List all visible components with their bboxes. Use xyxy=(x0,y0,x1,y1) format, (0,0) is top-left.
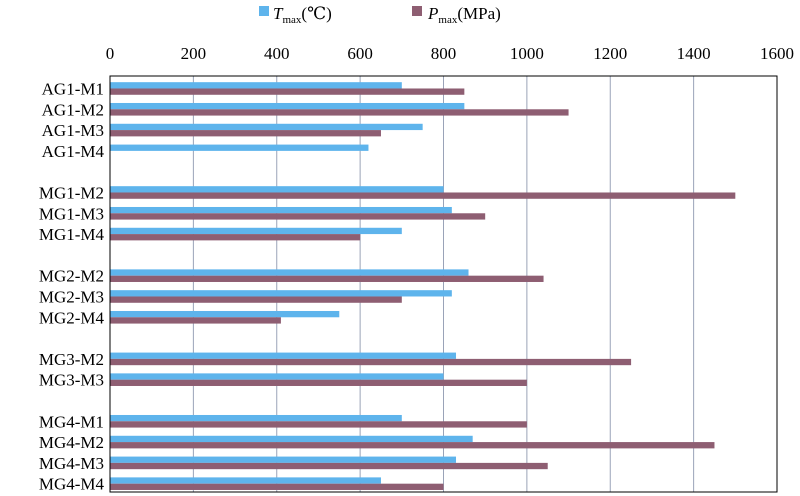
legend-label-p-max: Pmax(MPa) xyxy=(427,4,501,26)
legend: Tmax(℃) Pmax(MPa) xyxy=(259,4,501,26)
category-label: MG4-M1 xyxy=(39,412,104,431)
category-label: MG4-M4 xyxy=(39,475,105,494)
category-label: MG3-M2 xyxy=(39,350,104,369)
bar-t-max xyxy=(110,144,369,151)
bar-p-max xyxy=(110,442,715,449)
bar-t-max xyxy=(110,456,457,463)
bar-p-max xyxy=(110,317,281,324)
category-label: MG4-M3 xyxy=(39,454,104,473)
category-label: MG2-M3 xyxy=(39,287,104,306)
bar-t-max xyxy=(110,82,402,89)
bar-p-max xyxy=(110,88,465,95)
legend-label-t-max: Tmax(℃) xyxy=(273,4,332,26)
x-tick-label: 1400 xyxy=(677,44,711,63)
category-label: AG1-M3 xyxy=(42,121,104,140)
category-label: MG3-M3 xyxy=(39,371,104,390)
x-tick-label: 200 xyxy=(181,44,207,63)
category-label: AG1-M1 xyxy=(42,79,104,98)
bar-p-max xyxy=(110,234,361,241)
bar-t-max xyxy=(110,227,402,235)
bar-t-max xyxy=(110,352,457,359)
bar-p-max xyxy=(110,358,632,366)
bar-t-max xyxy=(110,435,473,443)
bar-t-max xyxy=(110,123,423,131)
bar-t-max xyxy=(110,373,444,380)
bar-p-max xyxy=(110,462,548,470)
bar-p-max xyxy=(110,213,486,220)
bars xyxy=(110,82,736,490)
legend-swatch-p-max xyxy=(412,6,422,16)
bar-p-max xyxy=(110,192,736,199)
category-label: MG2-M2 xyxy=(39,267,104,286)
category-label: AG1-M4 xyxy=(42,142,105,161)
bar-p-max xyxy=(110,421,527,428)
bar-p-max xyxy=(110,275,544,282)
bar-t-max xyxy=(110,414,402,422)
bar-t-max xyxy=(110,290,452,297)
bar-t-max xyxy=(110,102,465,110)
bar-p-max xyxy=(110,109,569,116)
x-tick-label: 800 xyxy=(431,44,457,63)
category-label: MG1-M4 xyxy=(39,225,105,244)
x-tick-label: 0 xyxy=(106,44,115,63)
bar-t-max xyxy=(110,206,452,214)
legend-swatch-t-max xyxy=(259,6,269,16)
x-tick-label: 1600 xyxy=(760,44,794,63)
x-tick-label: 1000 xyxy=(510,44,544,63)
category-label: MG4-M2 xyxy=(39,433,104,452)
bar-t-max xyxy=(110,186,444,193)
plot-frame xyxy=(109,75,778,493)
x-axis-tick-labels: 0 200 400 600 800 1000 1200 1400 1600 xyxy=(106,44,794,63)
bar-t-max xyxy=(110,477,381,484)
bar-t-max xyxy=(110,269,469,276)
x-tick-label: 1200 xyxy=(593,44,627,63)
bar-p-max xyxy=(110,379,527,386)
bar-p-max xyxy=(110,296,402,303)
bar-t-max xyxy=(110,310,340,318)
category-label: AG1-M2 xyxy=(42,100,104,119)
category-label: MG1-M2 xyxy=(39,183,104,202)
gridlines xyxy=(192,76,695,492)
bar-p-max xyxy=(110,483,444,490)
bar-p-max xyxy=(110,130,381,137)
x-tick-label: 400 xyxy=(264,44,290,63)
category-labels: AG1-M1 AG1-M2 AG1-M3 AG1-M4 MG1-M2 MG1-M3 MG1-… xyxy=(39,79,105,493)
x-tick-label: 600 xyxy=(347,44,373,63)
category-label: MG1-M3 xyxy=(39,204,104,223)
category-label: MG2-M4 xyxy=(39,308,105,327)
